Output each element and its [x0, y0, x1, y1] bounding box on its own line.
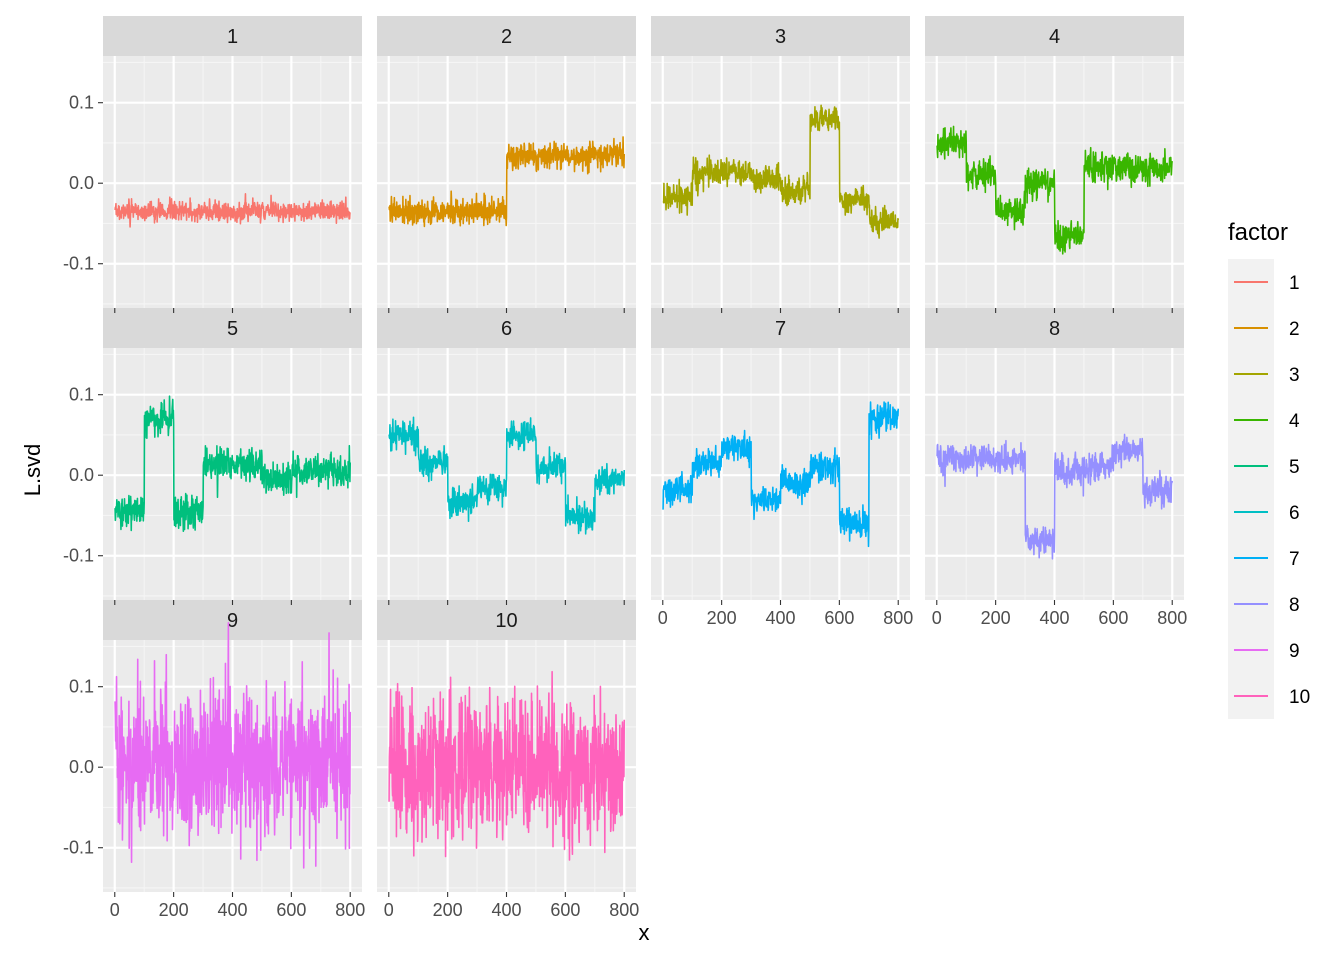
legend-label-5: 5	[1289, 457, 1300, 478]
legend-label-9: 9	[1289, 641, 1300, 662]
x-tick-label: 400	[217, 900, 247, 920]
facet-panel-3: 3	[651, 16, 910, 308]
y-tick-label: -0.1	[63, 838, 94, 858]
x-tick-label: 200	[707, 608, 737, 628]
series-line-1	[114, 193, 351, 228]
x-tick-label: 0	[110, 900, 120, 920]
y-tick-label: 0.1	[69, 677, 94, 697]
series-line-10	[388, 670, 626, 861]
facet-strip-label: 3	[775, 26, 786, 48]
series-line-4	[936, 125, 1174, 255]
x-tick-label: 200	[159, 900, 189, 920]
facet-strip	[377, 16, 636, 56]
x-tick-label: 400	[491, 900, 521, 920]
legend-label-7: 7	[1289, 549, 1300, 570]
x-tick-label: 800	[335, 900, 365, 920]
series-line-8	[936, 433, 1174, 560]
legend: factor 1 2 3 4 5 6 7 8 9 10	[1228, 219, 1310, 719]
y-tick-label: 0.1	[69, 385, 94, 405]
y-tick-label: -0.1	[63, 254, 94, 274]
x-tick-label: 600	[550, 900, 580, 920]
legend-label-3: 3	[1289, 365, 1300, 386]
facet-strip	[377, 308, 636, 348]
x-tick-label: 200	[433, 900, 463, 920]
legend-label-6: 6	[1289, 503, 1300, 524]
legend-label-10: 10	[1289, 687, 1310, 708]
y-tick-label: 0.0	[69, 173, 94, 193]
y-tick-label: 0.0	[69, 465, 94, 485]
facet-panel-7: 7	[651, 308, 910, 600]
x-tick-label: 800	[609, 900, 639, 920]
facet-strip-label: 5	[227, 318, 238, 340]
x-tick-label: 600	[276, 900, 306, 920]
facet-strip	[925, 308, 1184, 348]
facet-panel-6: 6	[377, 308, 636, 600]
facet-strip	[651, 308, 910, 348]
facet-strip	[651, 16, 910, 56]
facet-panel-10: 10	[377, 600, 636, 892]
facet-panels: 1 2 3 4 5 6 7 8 9 10	[103, 16, 1184, 892]
facet-strip	[103, 16, 362, 56]
x-tick-label: 600	[1098, 608, 1128, 628]
x-tick-label: 0	[658, 608, 668, 628]
y-axis-title: L.svd	[20, 444, 45, 497]
x-tick-label: 0	[384, 900, 394, 920]
legend-keys: 1 2 3 4 5 6 7 8 9 10	[1234, 273, 1310, 708]
facet-strip-label: 6	[501, 318, 512, 340]
legend-title: factor	[1228, 219, 1288, 246]
facet-panel-5: 5	[103, 308, 362, 600]
series-line-5	[114, 395, 352, 533]
facet-panel-2: 2	[377, 16, 636, 308]
y-tick-label: -0.1	[63, 546, 94, 566]
legend-label-1: 1	[1289, 273, 1300, 294]
facet-panel-4: 4	[925, 16, 1184, 308]
series-line-7	[662, 401, 900, 548]
facet-strip-label: 4	[1049, 26, 1060, 48]
x-axis-title: x	[639, 920, 650, 945]
facet-strip	[925, 16, 1184, 56]
facet-strip	[377, 600, 636, 640]
facet-strip-label: 1	[227, 26, 238, 48]
facet-strip	[103, 308, 362, 348]
facet-strip-label: 9	[227, 610, 238, 632]
series-line-2	[388, 136, 626, 228]
facet-strip-label: 7	[775, 318, 786, 340]
series-line-6	[388, 416, 626, 535]
facet-strip-label: 2	[501, 26, 512, 48]
x-tick-label: 200	[981, 608, 1011, 628]
x-tick-label: 800	[1157, 608, 1187, 628]
facet-strip-label: 10	[495, 610, 517, 632]
y-tick-label: 0.0	[69, 757, 94, 777]
x-tick-label: 600	[824, 608, 854, 628]
x-tick-label: 400	[1039, 608, 1069, 628]
facet-panel-8: 8	[925, 308, 1184, 600]
series-line-3	[662, 104, 900, 239]
y-tick-label: 0.1	[69, 93, 94, 113]
legend-label-4: 4	[1289, 411, 1300, 432]
legend-label-2: 2	[1289, 319, 1300, 340]
y-axes: -0.1 0.0 0.1 -0.1 0.0 0.1 -0.1 0.0 0.1	[63, 93, 103, 858]
x-axes: 0 200 400 600 800 0 200 400 600 800 0 200 400 600 800 0…	[110, 308, 1187, 920]
facet-strip-label: 8	[1049, 318, 1060, 340]
series-line-9	[114, 622, 352, 869]
facet-strip	[103, 600, 362, 640]
x-tick-label: 400	[765, 608, 795, 628]
facet-panel-9: 9	[103, 600, 362, 892]
x-tick-label: 0	[932, 608, 942, 628]
x-tick-label: 800	[883, 608, 913, 628]
legend-label-8: 8	[1289, 595, 1300, 616]
facet-panel-1: 1	[103, 16, 362, 308]
